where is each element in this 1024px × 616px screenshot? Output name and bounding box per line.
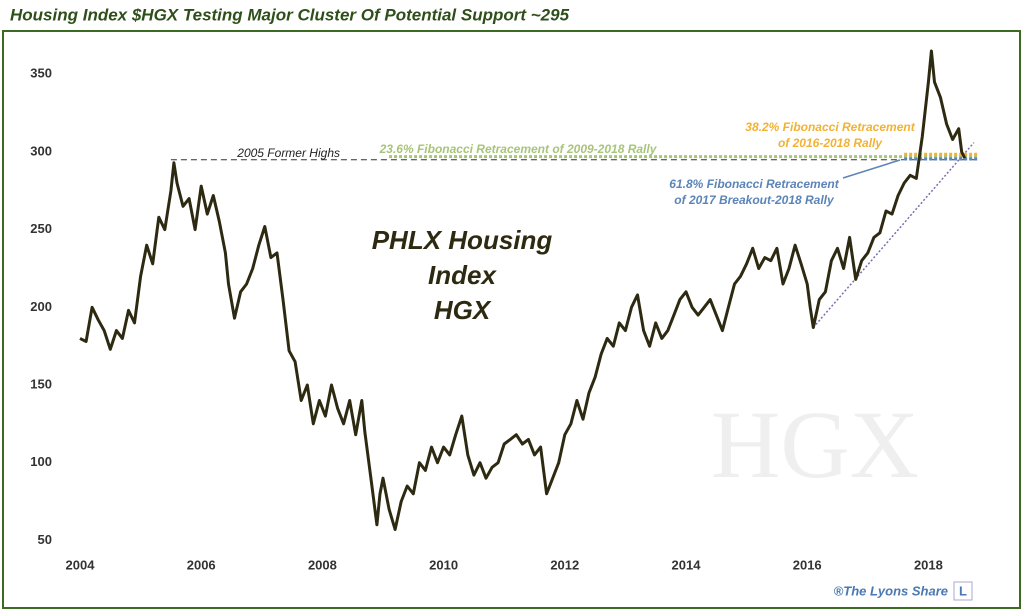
x-tick-label: 2010 [429, 557, 458, 572]
x-tick-label: 2016 [793, 557, 822, 572]
credit: ®The Lyons Share [834, 583, 948, 598]
annotation-arrow [842, 159, 901, 179]
center-label: HGX [434, 295, 492, 325]
y-tick-label: 100 [30, 454, 52, 469]
level-label: 61.8% Fibonacci Retracement [669, 177, 839, 191]
level-label: 38.2% Fibonacci Retracement [745, 120, 915, 134]
x-tick-label: 2008 [308, 557, 337, 572]
y-tick-label: 150 [30, 376, 52, 391]
y-tick-label: 300 [30, 143, 52, 158]
trendline [812, 142, 975, 329]
watermark: HGX [711, 391, 919, 498]
level-label: of 2016-2018 Rally [778, 136, 883, 150]
y-tick-label: 50 [38, 532, 52, 547]
frame [2, 30, 1021, 609]
x-tick-label: 2006 [187, 557, 216, 572]
y-tick-label: 250 [30, 221, 52, 236]
level-label: 2005 Former Highs [236, 146, 340, 160]
level-label: 23.6% Fibonacci Retracement of 2009-2018… [379, 142, 658, 156]
x-tick-label: 2004 [66, 557, 96, 572]
credit-logo: L [959, 583, 967, 598]
x-tick-label: 2018 [914, 557, 943, 572]
logo-box [953, 581, 973, 601]
price-line [79, 49, 967, 531]
center-label: Index [428, 260, 497, 290]
level-label: of 2017 Breakout-2018 Rally [674, 193, 835, 207]
y-tick-label: 350 [30, 66, 52, 81]
y-tick-label: 200 [30, 299, 52, 314]
x-tick-label: 2014 [672, 557, 702, 572]
chart-title: Housing Index $HGX Testing Major Cluster… [10, 5, 570, 24]
center-label: PHLX Housing [372, 225, 553, 255]
x-tick-label: 2012 [550, 557, 579, 572]
